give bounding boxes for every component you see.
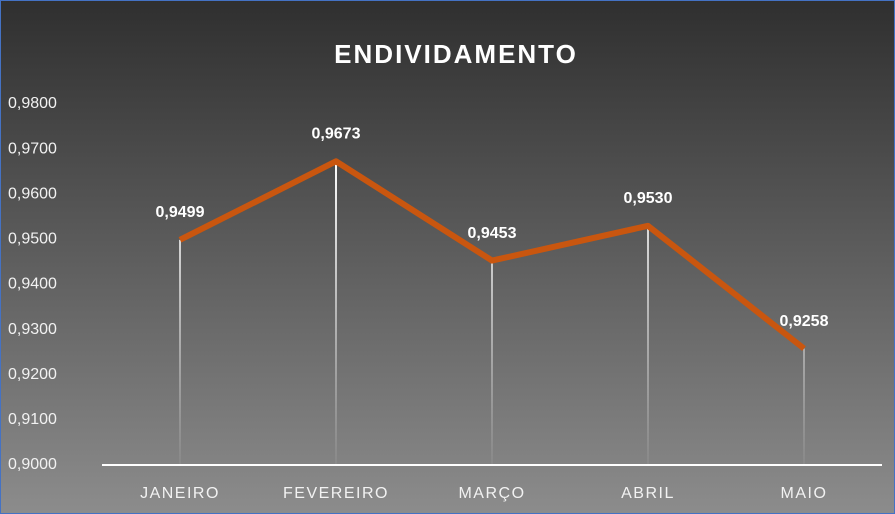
y-tick-label: 0,9800	[8, 95, 57, 112]
y-tick-label: 0,9000	[8, 456, 57, 473]
y-tick-label: 0,9300	[8, 321, 57, 338]
x-tick-label: JANEIRO	[140, 485, 220, 502]
y-tick-label: 0,9400	[8, 276, 57, 293]
x-tick-label: MAIO	[781, 485, 828, 502]
data-label: 0,9530	[624, 190, 673, 207]
data-label: 0,9453	[468, 225, 517, 242]
y-tick-label: 0,9500	[8, 231, 57, 248]
x-tick-label: MARÇO	[458, 485, 525, 502]
y-tick-label: 0,9200	[8, 366, 57, 383]
x-tick-label: FEVEREIRO	[283, 485, 389, 502]
chart-title: ENDIVIDAMENTO	[334, 39, 578, 69]
series-line	[178, 158, 806, 351]
y-tick-label: 0,9700	[8, 140, 57, 157]
data-label: 0,9258	[780, 313, 829, 330]
y-tick-label: 0,9600	[8, 185, 57, 202]
data-label: 0,9673	[312, 126, 361, 143]
x-tick-label: ABRIL	[621, 485, 675, 502]
y-tick-label: 0,9100	[8, 411, 57, 428]
data-label: 0,9499	[156, 204, 205, 221]
